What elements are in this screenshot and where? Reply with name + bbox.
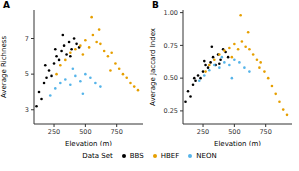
svg-text:0.25: 0.25 — [164, 107, 178, 115]
svg-text:750: 750 — [110, 128, 122, 136]
svg-text:5: 5 — [25, 70, 29, 78]
html-text:Data Set: Data Set — [82, 152, 113, 160]
svg-text:Elevation (m): Elevation (m) — [65, 140, 112, 146]
svg-text:750: 750 — [259, 128, 271, 136]
svg-text:250: 250 — [48, 128, 60, 136]
svg-text:7: 7 — [25, 35, 29, 43]
html-text:NEON: NEON — [196, 152, 217, 160]
svg-text:3: 3 — [25, 106, 29, 114]
svg-text:Average Jaccard Index: Average Jaccard Index — [149, 28, 157, 106]
svg-text:1.00: 1.00 — [164, 9, 178, 17]
svg-text:0.50: 0.50 — [164, 74, 178, 82]
svg-text:500: 500 — [228, 128, 240, 136]
html-text:HBEF: HBEF — [160, 152, 180, 160]
svg-text:Average Richness: Average Richness — [8, 36, 9, 98]
svg-text:0.75: 0.75 — [164, 42, 178, 50]
html-text:B: B — [152, 0, 159, 10]
html-text:A: A — [3, 0, 10, 10]
svg-text:500: 500 — [79, 128, 91, 136]
html-text:BBS: BBS — [129, 152, 144, 160]
svg-text:250: 250 — [197, 128, 209, 136]
svg-text:Elevation (m): Elevation (m) — [214, 140, 261, 146]
